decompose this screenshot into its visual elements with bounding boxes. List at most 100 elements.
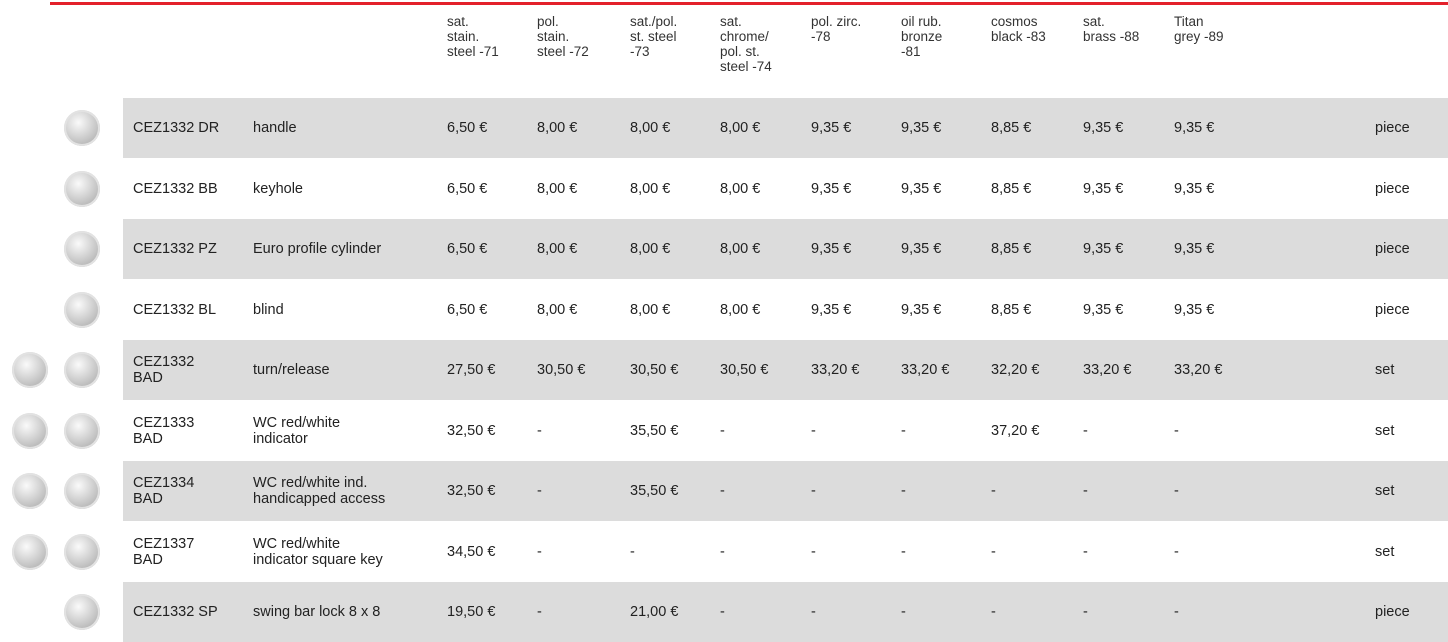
product-code: CEZ1332 PZ [133, 241, 217, 257]
price: - [1174, 483, 1179, 499]
price: 8,00 € [537, 302, 577, 318]
price: 9,35 € [811, 181, 851, 197]
product-icon [12, 473, 48, 509]
column-header: pol. zirc. -78 [811, 14, 861, 44]
price: 8,85 € [991, 120, 1031, 136]
price: 8,00 € [537, 181, 577, 197]
price: 9,35 € [1174, 120, 1214, 136]
product-code: CEZ1332 SP [133, 604, 218, 620]
row-background [123, 98, 1448, 158]
price: 9,35 € [1083, 181, 1123, 197]
price: 32,20 € [991, 362, 1039, 378]
product-name: WC red/white ind. handicapped access [253, 475, 385, 507]
price: 6,50 € [447, 120, 487, 136]
price: 9,35 € [1083, 120, 1123, 136]
price: - [1083, 483, 1088, 499]
price: 37,20 € [991, 423, 1039, 439]
row-background [123, 159, 1448, 219]
price: 33,20 € [1083, 362, 1131, 378]
price: 9,35 € [811, 120, 851, 136]
price: 8,00 € [630, 241, 670, 257]
product-icon [64, 473, 100, 509]
price: 8,00 € [537, 241, 577, 257]
price: 9,35 € [811, 302, 851, 318]
price: - [1174, 544, 1179, 560]
price: 34,50 € [447, 544, 495, 560]
price: - [720, 604, 725, 620]
price: 6,50 € [447, 181, 487, 197]
column-header: sat. stain. steel -71 [447, 14, 499, 59]
product-icon [64, 110, 100, 146]
price: 9,35 € [1083, 302, 1123, 318]
product-icon [64, 171, 100, 207]
unit: piece [1375, 120, 1410, 136]
unit: piece [1375, 241, 1410, 257]
price: 9,35 € [1174, 241, 1214, 257]
price: - [901, 604, 906, 620]
top-rule [50, 2, 1448, 5]
price: 8,00 € [720, 241, 760, 257]
unit: set [1375, 423, 1394, 439]
price: - [1174, 604, 1179, 620]
price: - [720, 423, 725, 439]
price: 9,35 € [1174, 181, 1214, 197]
product-code: CEZ1332 BL [133, 302, 216, 318]
column-header: sat. brass -88 [1083, 14, 1139, 44]
price: 32,50 € [447, 423, 495, 439]
price: - [537, 423, 542, 439]
price: 33,20 € [1174, 362, 1222, 378]
product-icon [12, 352, 48, 388]
price: 35,50 € [630, 423, 678, 439]
unit: piece [1375, 302, 1410, 318]
product-name: WC red/white indicator square key [253, 536, 383, 568]
unit: set [1375, 544, 1394, 560]
price: - [991, 483, 996, 499]
product-icon [64, 352, 100, 388]
column-header: sat./pol. st. steel -73 [630, 14, 677, 59]
row-background [123, 280, 1448, 340]
price: 8,00 € [630, 120, 670, 136]
price: 8,00 € [630, 302, 670, 318]
price: 33,20 € [811, 362, 859, 378]
price: 8,00 € [720, 181, 760, 197]
product-icon [64, 292, 100, 328]
price: - [537, 544, 542, 560]
price: 6,50 € [447, 302, 487, 318]
product-icon [64, 534, 100, 570]
product-code: CEZ1337 BAD [133, 536, 194, 568]
product-icon [64, 231, 100, 267]
price: 9,35 € [901, 120, 941, 136]
price: 9,35 € [901, 181, 941, 197]
page: {"table":{ "headers":["sat.\nstain.\nste… [0, 0, 1448, 635]
price: 9,35 € [901, 302, 941, 318]
price: 8,85 € [991, 181, 1031, 197]
product-name: WC red/white indicator [253, 415, 340, 447]
price: 8,00 € [537, 120, 577, 136]
price: 8,00 € [720, 302, 760, 318]
unit: set [1375, 483, 1394, 499]
product-name: turn/release [253, 362, 330, 378]
product-code: CEZ1332 BAD [133, 354, 194, 386]
column-header: Titan grey -89 [1174, 14, 1224, 44]
product-code: CEZ1332 DR [133, 120, 219, 136]
price: - [991, 604, 996, 620]
price: - [811, 483, 816, 499]
column-header: sat. chrome/ pol. st. steel -74 [720, 14, 772, 74]
price: - [811, 544, 816, 560]
price: 8,85 € [991, 302, 1031, 318]
price: - [537, 604, 542, 620]
price: 30,50 € [720, 362, 768, 378]
price: - [1174, 423, 1179, 439]
unit: set [1375, 362, 1394, 378]
price: 9,35 € [1174, 302, 1214, 318]
column-header: pol. stain. steel -72 [537, 14, 589, 59]
product-icon [12, 534, 48, 570]
price: 33,20 € [901, 362, 949, 378]
price: 8,00 € [630, 181, 670, 197]
price: 35,50 € [630, 483, 678, 499]
product-name: handle [253, 120, 297, 136]
price: - [811, 423, 816, 439]
price: 8,00 € [720, 120, 760, 136]
product-name: swing bar lock 8 x 8 [253, 604, 380, 620]
product-name: blind [253, 302, 284, 318]
